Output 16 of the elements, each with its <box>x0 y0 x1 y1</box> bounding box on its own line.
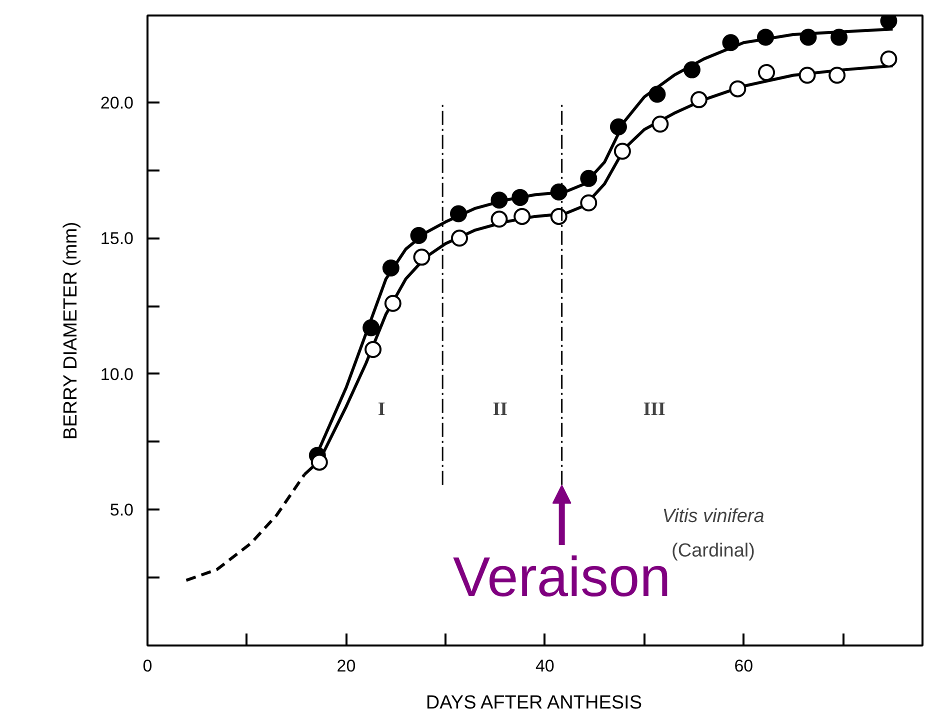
x-axis-title: DAYS AFTER ANTHESIS <box>426 692 642 714</box>
annotation: I <box>378 398 386 420</box>
y-axis-title: BERRY DIAMETER (mm) <box>60 222 82 440</box>
annotation: Vitis vinifera <box>662 506 764 527</box>
y-tick-label: 20.0 <box>100 93 134 112</box>
annotation: Veraison <box>452 545 671 608</box>
x-tick-label: 40 <box>535 656 554 676</box>
annotation: (Cardinal) <box>672 540 755 562</box>
annotation: III <box>643 398 666 420</box>
x-tick-label: 60 <box>734 656 754 676</box>
x-tick-label: 20 <box>336 656 356 676</box>
x-tick-label: 0 <box>142 656 152 676</box>
y-tick-label: 15.0 <box>100 229 134 248</box>
y-tick-label: 10.0 <box>100 364 134 384</box>
annotation: II <box>492 398 508 420</box>
y-tick-label: 5.0 <box>110 500 134 520</box>
